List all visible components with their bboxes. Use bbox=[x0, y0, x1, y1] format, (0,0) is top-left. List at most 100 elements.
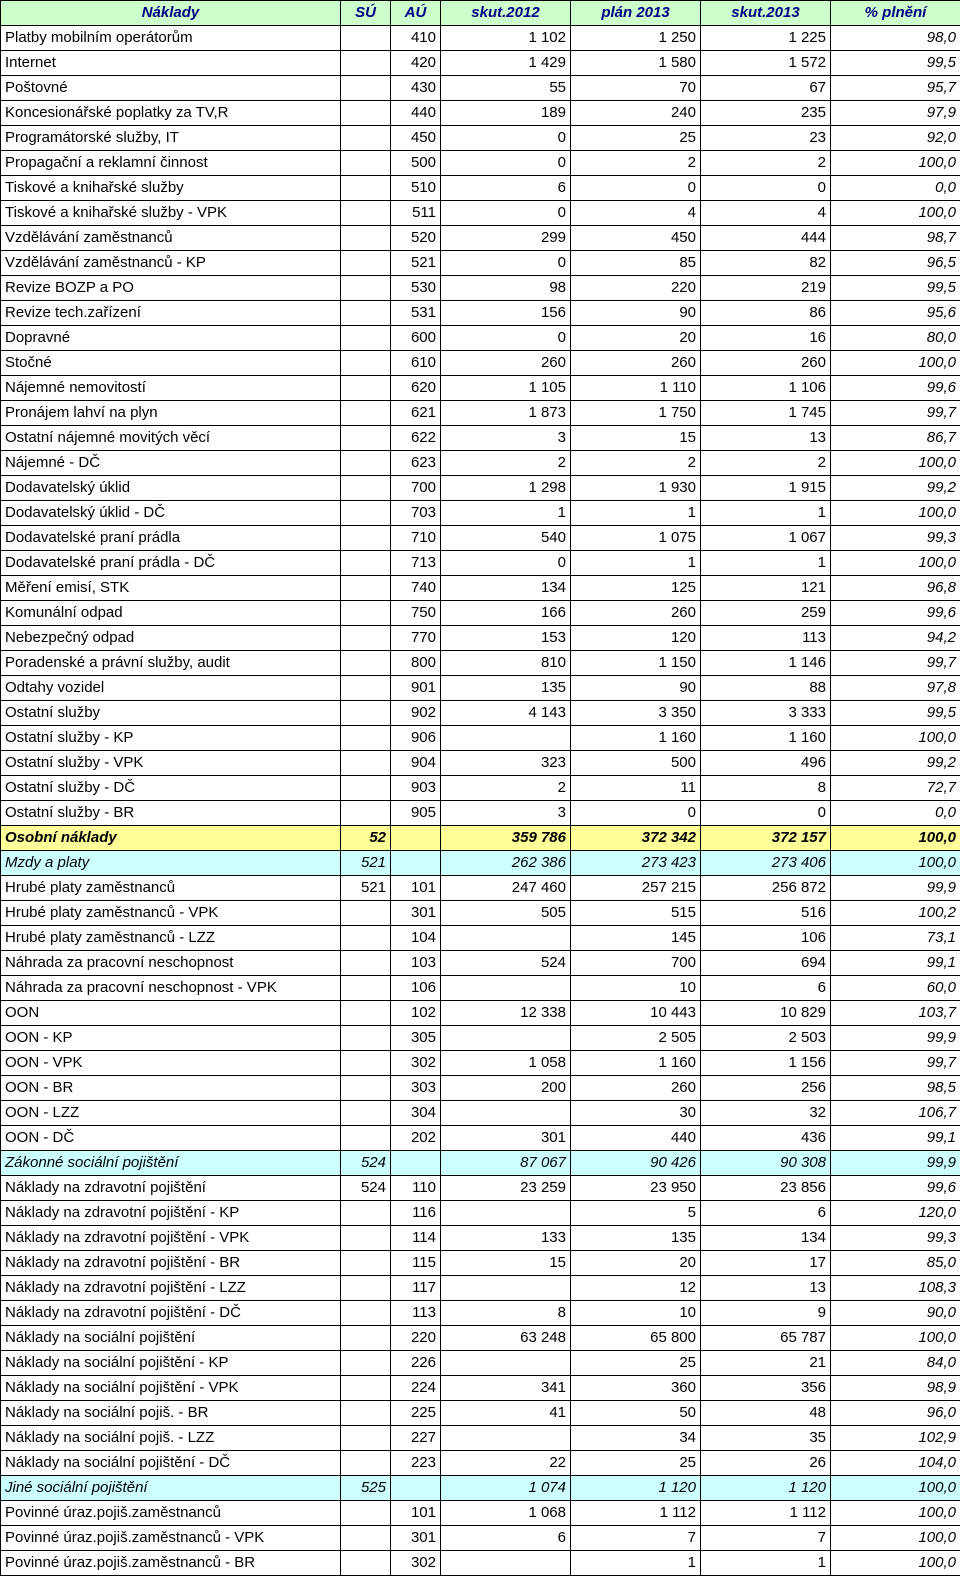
cell-s2012: 1 105 bbox=[441, 376, 571, 401]
cell-su bbox=[341, 1051, 391, 1076]
cell-p2013: 1 750 bbox=[571, 401, 701, 426]
cell-p2013: 23 950 bbox=[571, 1176, 701, 1201]
cell-p2013: 700 bbox=[571, 951, 701, 976]
cell-s2013: 496 bbox=[701, 751, 831, 776]
cell-pct: 98,0 bbox=[831, 26, 960, 51]
cell-name: Propagační a reklamní činnost bbox=[1, 151, 341, 176]
cell-su bbox=[341, 676, 391, 701]
cell-s2012: 359 786 bbox=[441, 826, 571, 851]
cell-s2012: 156 bbox=[441, 301, 571, 326]
cell-au: 430 bbox=[391, 76, 441, 101]
table-row: Náklady na sociální pojiš. - LZZ22734351… bbox=[1, 1426, 960, 1451]
cell-pct: 99,5 bbox=[831, 51, 960, 76]
cell-au: 622 bbox=[391, 426, 441, 451]
cell-su bbox=[341, 1076, 391, 1101]
cell-pct: 100,0 bbox=[831, 201, 960, 226]
cell-p2013: 12 bbox=[571, 1276, 701, 1301]
cell-au bbox=[391, 851, 441, 876]
table-row: Náklady na zdravotní pojištění - VPK1141… bbox=[1, 1226, 960, 1251]
table-row: Odtahy vozidel901135908897,8 bbox=[1, 676, 960, 701]
cell-s2013: 219 bbox=[701, 276, 831, 301]
cell-p2013: 260 bbox=[571, 1076, 701, 1101]
cell-p2013: 90 bbox=[571, 676, 701, 701]
cell-s2013: 1 146 bbox=[701, 651, 831, 676]
cell-name: Tiskové a knihařské služby - VPK bbox=[1, 201, 341, 226]
table-row: Vzdělávání zaměstnanců52029945044498,7 bbox=[1, 226, 960, 251]
table-row: OON - KP3052 5052 50399,9 bbox=[1, 1026, 960, 1051]
cell-s2013: 1 572 bbox=[701, 51, 831, 76]
cell-su bbox=[341, 751, 391, 776]
cell-au: 450 bbox=[391, 126, 441, 151]
cell-s2013: 9 bbox=[701, 1301, 831, 1326]
table-row: Nájemné nemovitostí6201 1051 1101 10699,… bbox=[1, 376, 960, 401]
cell-pct: 103,7 bbox=[831, 1001, 960, 1026]
table-row: Revize BOZP a PO5309822021999,5 bbox=[1, 276, 960, 301]
table-row: Dopravné6000201680,0 bbox=[1, 326, 960, 351]
cell-pct: 120,0 bbox=[831, 1201, 960, 1226]
table-row: Stočné610260260260100,0 bbox=[1, 351, 960, 376]
cell-s2013: 0 bbox=[701, 176, 831, 201]
cell-pct: 99,3 bbox=[831, 526, 960, 551]
cell-su bbox=[341, 101, 391, 126]
table-row: Povinné úraz.pojiš.zaměstnanců1011 0681 … bbox=[1, 1501, 960, 1526]
table-row: Náklady na sociální pojiš. - BR225415048… bbox=[1, 1401, 960, 1426]
cell-s2012 bbox=[441, 1101, 571, 1126]
table-row: Programátorské služby, IT4500252392,0 bbox=[1, 126, 960, 151]
cell-pct: 99,6 bbox=[831, 601, 960, 626]
cell-pct: 97,9 bbox=[831, 101, 960, 126]
cell-pct: 100,0 bbox=[831, 1476, 960, 1501]
cell-s2012 bbox=[441, 976, 571, 1001]
cell-s2012: 0 bbox=[441, 201, 571, 226]
cell-name: OON - DČ bbox=[1, 1126, 341, 1151]
cell-pct: 99,9 bbox=[831, 1026, 960, 1051]
cell-au: 700 bbox=[391, 476, 441, 501]
cell-s2013: 235 bbox=[701, 101, 831, 126]
cell-p2013: 10 bbox=[571, 1301, 701, 1326]
cell-s2012: 524 bbox=[441, 951, 571, 976]
cell-s2012 bbox=[441, 726, 571, 751]
cell-p2013: 4 bbox=[571, 201, 701, 226]
cell-p2013: 2 bbox=[571, 151, 701, 176]
cell-su bbox=[341, 351, 391, 376]
cell-su bbox=[341, 1501, 391, 1526]
table-row: Tiskové a knihařské služby5106000,0 bbox=[1, 176, 960, 201]
cell-name: Koncesionářské poplatky za TV,R bbox=[1, 101, 341, 126]
cell-su bbox=[341, 1551, 391, 1576]
cell-name: Ostatní nájemné movitých věcí bbox=[1, 426, 341, 451]
table-row: Koncesionářské poplatky za TV,R440189240… bbox=[1, 101, 960, 126]
cell-su bbox=[341, 901, 391, 926]
cell-pct: 99,2 bbox=[831, 476, 960, 501]
cell-pct: 80,0 bbox=[831, 326, 960, 351]
cell-p2013: 2 505 bbox=[571, 1026, 701, 1051]
table-row: Nebezpečný odpad77015312011394,2 bbox=[1, 626, 960, 651]
table-row: Náklady na zdravotní pojištění - LZZ1171… bbox=[1, 1276, 960, 1301]
cell-s2013: 1 112 bbox=[701, 1501, 831, 1526]
cell-s2012: 0 bbox=[441, 251, 571, 276]
cell-su bbox=[341, 1201, 391, 1226]
cell-pct: 99,1 bbox=[831, 1126, 960, 1151]
cell-su bbox=[341, 1526, 391, 1551]
cell-s2012: 540 bbox=[441, 526, 571, 551]
cell-s2012: 247 460 bbox=[441, 876, 571, 901]
cell-au: 101 bbox=[391, 876, 441, 901]
table-row: Dodavatelské praní prádla7105401 0751 06… bbox=[1, 526, 960, 551]
cell-su bbox=[341, 26, 391, 51]
cell-name: Povinné úraz.pojiš.zaměstnanců - BR bbox=[1, 1551, 341, 1576]
cell-name: Náklady na zdravotní pojištění - KP bbox=[1, 1201, 341, 1226]
cell-su bbox=[341, 501, 391, 526]
cell-p2013: 240 bbox=[571, 101, 701, 126]
cell-p2013: 1 bbox=[571, 501, 701, 526]
cell-au: 226 bbox=[391, 1351, 441, 1376]
cell-s2013: 21 bbox=[701, 1351, 831, 1376]
cell-name: OON - KP bbox=[1, 1026, 341, 1051]
cell-pct: 100,0 bbox=[831, 726, 960, 751]
cell-au: 101 bbox=[391, 1501, 441, 1526]
cell-name: Ostatní služby - DČ bbox=[1, 776, 341, 801]
col-header-p2013: plán 2013 bbox=[571, 1, 701, 26]
cell-s2013: 260 bbox=[701, 351, 831, 376]
cell-name: Hrubé platy zaměstnanců bbox=[1, 876, 341, 901]
cell-s2013: 16 bbox=[701, 326, 831, 351]
table-row: Jiné sociální pojištění5251 0741 1201 12… bbox=[1, 1476, 960, 1501]
table-row: Náklady na zdravotní pojištění - BR11515… bbox=[1, 1251, 960, 1276]
cell-p2013: 50 bbox=[571, 1401, 701, 1426]
